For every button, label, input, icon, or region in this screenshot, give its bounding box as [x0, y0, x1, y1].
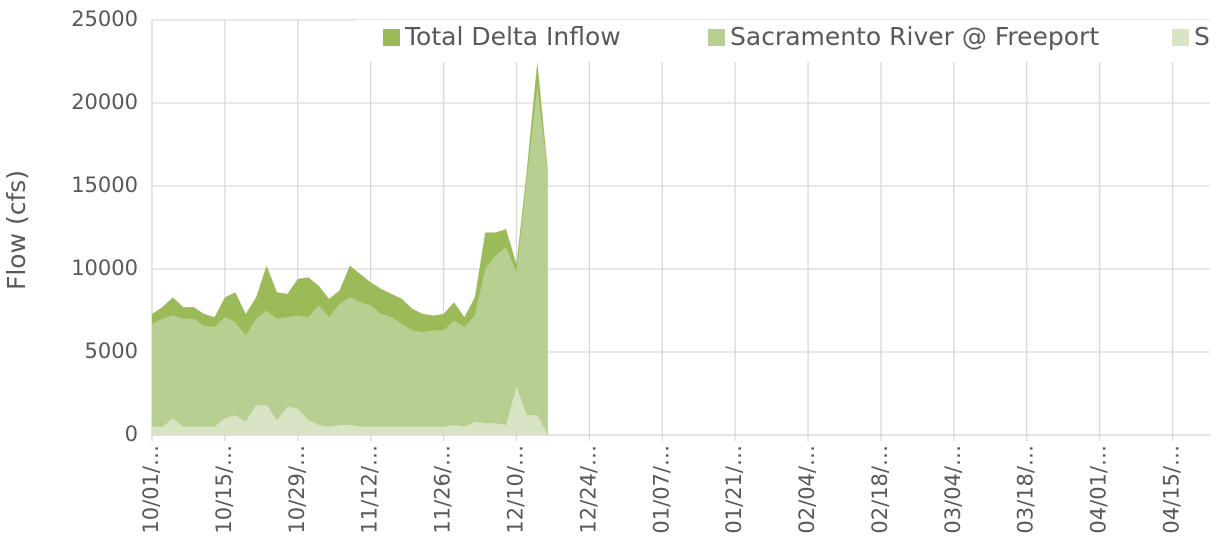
legend-label: Total Delta Inflow [404, 22, 621, 51]
x-tick-label: 01/07/… [649, 445, 673, 534]
y-tick-label: 20000 [71, 90, 138, 114]
y-tick-label: 25000 [71, 7, 138, 31]
y-axis-label: Flow (cfs) [2, 170, 31, 290]
x-tick-label: 10/29/… [285, 445, 309, 534]
x-tick-label: 12/10/… [503, 445, 527, 534]
x-tick-label: 03/04/… [941, 445, 965, 534]
y-tick-label: 10000 [71, 256, 138, 280]
area [152, 386, 548, 435]
legend-swatch [1172, 29, 1189, 46]
legend-label: Sacramento River @ Freeport [730, 22, 1099, 51]
x-tick-label: 04/15/… [1160, 445, 1184, 534]
legend-swatch [708, 29, 725, 46]
legend-background [355, 20, 1217, 62]
x-tick-label: 11/12/… [358, 445, 382, 534]
y-tick-label: 5000 [85, 339, 138, 363]
x-tick-label: 11/26/… [431, 445, 455, 534]
x-tick-label: 01/21/… [722, 445, 746, 534]
x-tick-label: 10/15/… [212, 445, 236, 534]
x-tick-label: 02/18/… [868, 445, 892, 534]
legend-label: S [1194, 22, 1210, 51]
y-tick-label: 15000 [71, 173, 138, 197]
x-tick-label: 12/24/… [576, 445, 600, 534]
area [152, 86, 548, 436]
legend-swatch [383, 29, 400, 46]
y-tick-label: 0 [125, 422, 138, 446]
x-tick-label: 04/01/… [1087, 445, 1111, 534]
x-tick-label: 03/18/… [1014, 445, 1038, 534]
x-tick-label: 10/01/… [139, 445, 163, 534]
x-tick-label: 02/04/… [795, 445, 819, 534]
